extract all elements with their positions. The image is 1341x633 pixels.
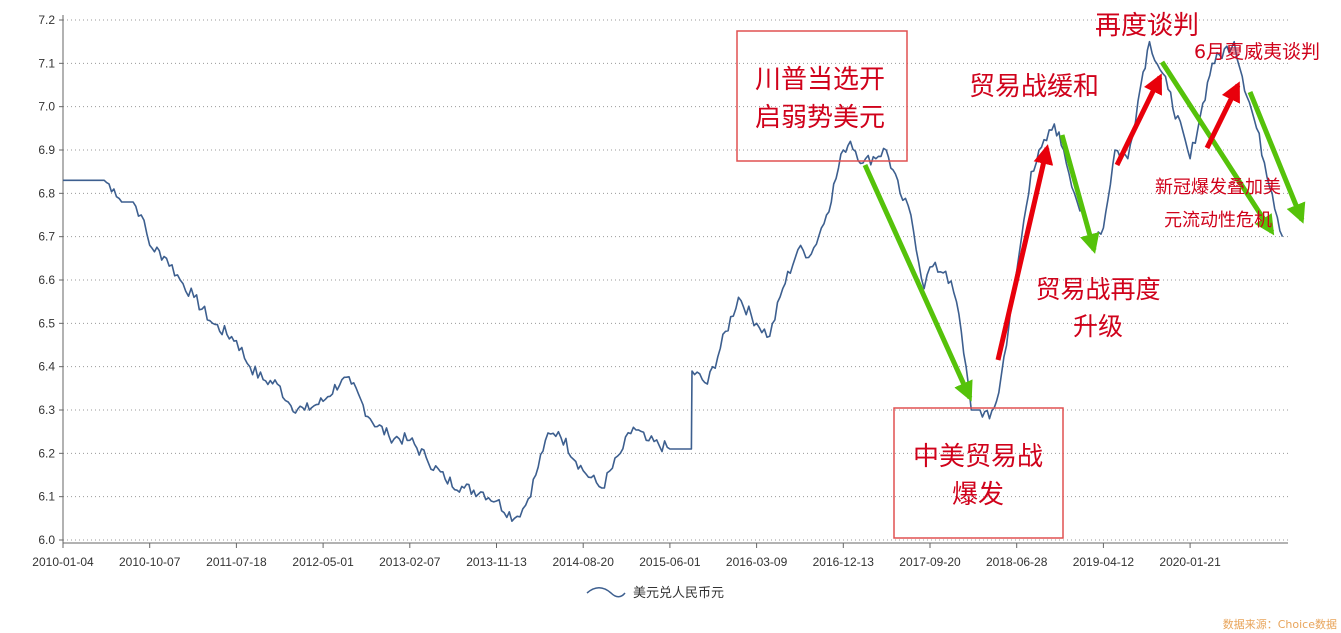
x-tick-label: 2019-04-12 bbox=[1073, 555, 1135, 569]
y-tick-label: 6.3 bbox=[38, 403, 55, 417]
annotations: 川普当选开 启弱势美元 中美贸易战 爆发 贸易战缓和 贸易战再度 升级 再度谈判… bbox=[736, 11, 1320, 539]
y-tick-label: 6.5 bbox=[38, 316, 55, 330]
up-arrow-3 bbox=[1204, 81, 1241, 150]
x-tick-label: 2017-09-20 bbox=[899, 555, 961, 569]
x-tick-label: 2016-03-09 bbox=[726, 555, 788, 569]
y-tick-label: 6.4 bbox=[38, 360, 55, 374]
legend-line-icon bbox=[586, 587, 626, 598]
y-tick-label: 6.2 bbox=[38, 446, 55, 460]
x-tick-labels: 2010-01-04 2010-10-07 2011-07-18 2012-05-01… bbox=[32, 543, 1221, 569]
y-tick-label: 6.0 bbox=[38, 533, 55, 547]
down-arrow-4 bbox=[1247, 91, 1306, 224]
annotation-renegotiate: 再度谈判 bbox=[1095, 11, 1199, 41]
y-tick-label: 7.2 bbox=[38, 13, 55, 27]
y-tick-label: 6.7 bbox=[38, 230, 55, 244]
y-tick-label: 6.9 bbox=[38, 143, 55, 157]
y-tick-label: 6.8 bbox=[38, 186, 55, 200]
box-trump bbox=[736, 30, 908, 162]
x-tick-label: 2015-06-01 bbox=[639, 555, 701, 569]
y-tick-labels: 7.2 7.1 7.0 6.9 6.8 6.7 6.6 6.5 6.4 6.3 6.2 6.1 6.0 bbox=[38, 13, 63, 547]
y-tick-label: 7.0 bbox=[38, 100, 55, 114]
gridlines bbox=[63, 19, 1288, 541]
source-note: 数据来源：Choice数据 bbox=[1223, 617, 1337, 631]
x-tick-label: 2011-07-18 bbox=[206, 555, 267, 569]
legend-label: 美元兑人民币元 bbox=[633, 586, 724, 601]
series-line-usd-cny bbox=[63, 40, 1284, 522]
up-arrow-2 bbox=[1114, 73, 1163, 167]
axes bbox=[62, 15, 1288, 544]
x-tick-label: 2010-10-07 bbox=[119, 555, 181, 569]
down-arrow-3 bbox=[1159, 60, 1275, 236]
box-tradewar-start bbox=[893, 407, 1064, 539]
x-tick-label: 2013-02-07 bbox=[379, 555, 441, 569]
x-tick-label: 2010-01-04 bbox=[32, 555, 94, 569]
annotation-trump-line1: 川普当选开 bbox=[755, 65, 885, 95]
x-tick-label: 2018-06-28 bbox=[986, 555, 1048, 569]
annotation-trump-line2: 启弱势美元 bbox=[755, 103, 885, 133]
down-arrow-2 bbox=[1059, 134, 1100, 254]
legend: 美元兑人民币元 bbox=[586, 586, 724, 601]
y-tick-label: 6.1 bbox=[38, 490, 55, 504]
down-arrow-1 bbox=[862, 163, 973, 402]
annotation-tradewar-start-line2: 爆发 bbox=[952, 480, 1004, 510]
annotation-covid-line2: 元流动性危机 bbox=[1164, 210, 1272, 231]
y-tick-label: 7.1 bbox=[38, 56, 55, 70]
up-arrow-1 bbox=[995, 144, 1054, 361]
x-tick-label: 2020-01-21 bbox=[1159, 555, 1221, 569]
annotation-easing: 贸易战缓和 bbox=[969, 72, 1099, 102]
annotation-hawaii: 6月夏威夷谈判 bbox=[1194, 41, 1320, 63]
x-tick-label: 2012-05-01 bbox=[292, 555, 354, 569]
annotation-covid-line1: 新冠爆发叠加美 bbox=[1155, 177, 1281, 198]
trend-arrows bbox=[862, 60, 1306, 402]
annotation-escalation-line2: 升级 bbox=[1073, 312, 1123, 341]
y-tick-label: 6.6 bbox=[38, 273, 55, 287]
annotation-escalation-line1: 贸易战再度 bbox=[1035, 275, 1160, 304]
x-tick-label: 2013-11-13 bbox=[466, 555, 527, 569]
annotation-tradewar-start-line1: 中美贸易战 bbox=[913, 442, 1043, 472]
x-tick-label: 2016-12-13 bbox=[813, 555, 875, 569]
x-tick-label: 2014-08-20 bbox=[553, 555, 615, 569]
